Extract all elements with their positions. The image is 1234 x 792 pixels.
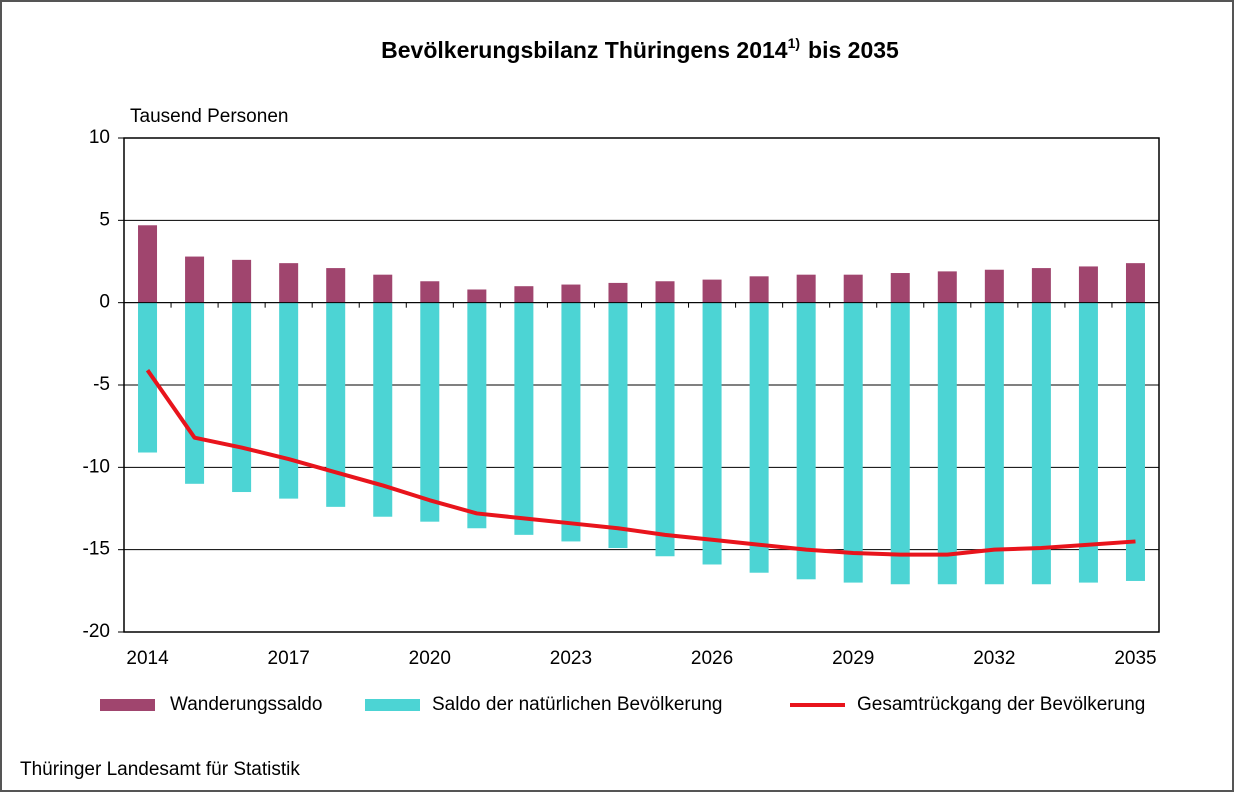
- bar: [702, 279, 722, 303]
- bar: [1125, 302, 1145, 581]
- bar: [1031, 302, 1051, 585]
- bar: [561, 284, 581, 303]
- y-tick-label: -5: [93, 374, 110, 395]
- x-tick-label: 2020: [409, 648, 451, 669]
- bar: [467, 289, 487, 303]
- bar: [843, 302, 863, 583]
- bar: [138, 302, 158, 453]
- bar: [1078, 302, 1098, 583]
- y-tick-label: 10: [89, 127, 110, 148]
- legend-label: Wanderungssaldo: [170, 694, 322, 715]
- legend-swatch: [365, 699, 420, 711]
- bar: [514, 302, 534, 535]
- bar: [561, 302, 581, 542]
- bar: [937, 302, 957, 585]
- x-tick-label: 2032: [973, 648, 1015, 669]
- bar: [373, 274, 393, 303]
- y-tick-label: -10: [83, 456, 110, 477]
- bar: [373, 302, 393, 517]
- x-tick-label: 2017: [268, 648, 310, 669]
- title-note: 1): [788, 35, 800, 51]
- bar: [843, 274, 863, 303]
- x-tick-label: 2014: [126, 648, 169, 669]
- legend-swatch: [100, 699, 155, 711]
- legend-label: Saldo der natürlichen Bevölkerung: [432, 694, 722, 715]
- bar: [420, 281, 440, 303]
- bar: [796, 302, 816, 580]
- title-end: bis 2035: [808, 37, 899, 63]
- bar: [326, 268, 346, 303]
- bar: [138, 225, 158, 303]
- bar: [185, 302, 205, 484]
- x-tick-label: 2023: [550, 648, 592, 669]
- y-tick-label: 5: [99, 209, 110, 230]
- bar: [890, 302, 910, 585]
- bar: [279, 263, 299, 303]
- bar: [1031, 268, 1051, 303]
- line: [145, 369, 1136, 557]
- bar: [232, 259, 252, 303]
- title-main: Bevölkerungsbilanz Thüringens 2014: [381, 37, 788, 63]
- bar: [796, 274, 816, 303]
- bar: [232, 302, 252, 493]
- bar: [702, 302, 722, 565]
- bar: [937, 271, 957, 303]
- bar: [279, 302, 299, 499]
- bar: [326, 302, 346, 507]
- bar: [984, 302, 1004, 585]
- bar: [984, 269, 1004, 303]
- legend-label: Gesamtrückgang der Bevölkerung: [857, 694, 1145, 715]
- bar: [514, 286, 534, 303]
- y-tick-label: -15: [83, 539, 110, 560]
- bar: [1125, 263, 1145, 303]
- source: Thüringer Landesamt für Statistik: [20, 759, 300, 780]
- bar: [749, 302, 769, 573]
- bar: [655, 302, 675, 557]
- bar: [655, 281, 675, 303]
- x-tick-label: 2035: [1114, 648, 1156, 669]
- bar: [890, 273, 910, 303]
- bar: [420, 302, 440, 522]
- bar: [467, 302, 487, 529]
- chart-title: Bevölkerungsbilanz Thüringens 20141) bis …: [381, 35, 899, 63]
- bar: [608, 282, 628, 303]
- y-tick-label: 0: [99, 292, 110, 313]
- x-tick-label: 2026: [691, 648, 733, 669]
- bar: [749, 276, 769, 303]
- x-tick-label: 2029: [832, 648, 874, 669]
- bar: [1078, 266, 1098, 303]
- bar: [185, 256, 205, 303]
- y-axis-label: Tausend Personen: [130, 106, 288, 127]
- y-tick-label: -20: [83, 621, 110, 642]
- bar: [608, 302, 628, 549]
